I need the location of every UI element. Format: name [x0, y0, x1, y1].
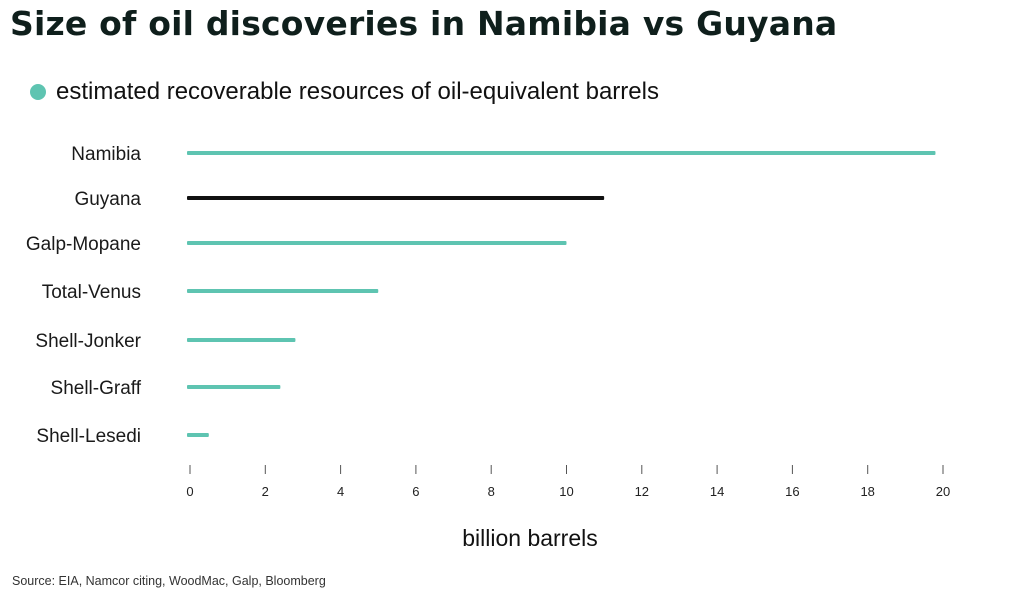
- category-label: Shell-Jonker: [35, 331, 141, 352]
- category-label: Guyana: [74, 189, 141, 210]
- x-tick-label: 16: [785, 484, 799, 499]
- x-tick-label: 8: [488, 484, 495, 499]
- x-axis-label: billion barrels: [462, 525, 598, 551]
- category-label: Namibia: [71, 144, 141, 165]
- legend-marker: [30, 84, 46, 100]
- category-label: Shell-Graff: [51, 378, 142, 399]
- x-tick-label: 12: [635, 484, 649, 499]
- x-tick-label: 10: [559, 484, 573, 499]
- source-note: Source: EIA, Namcor citing, WoodMac, Gal…: [12, 574, 326, 588]
- x-tick-label: 6: [412, 484, 419, 499]
- chart-title: Size of oil discoveries in Namibia vs Gu…: [10, 4, 838, 43]
- bar: [187, 433, 209, 437]
- bar: [187, 241, 567, 245]
- category-label: Galp-Mopane: [26, 234, 141, 255]
- legend-label: estimated recoverable resources of oil-e…: [56, 78, 659, 105]
- x-tick-label: 4: [337, 484, 344, 499]
- x-tick-label: 14: [710, 484, 724, 499]
- category-label: Shell-Lesedi: [36, 426, 141, 447]
- x-tick-label: 2: [262, 484, 269, 499]
- bar: [187, 289, 379, 293]
- bar: [187, 385, 281, 389]
- category-label: Total-Venus: [42, 282, 141, 303]
- legend: estimated recoverable resources of oil-e…: [30, 78, 659, 106]
- x-tick-label: 0: [186, 484, 193, 499]
- bar: [187, 151, 936, 155]
- bar: [187, 196, 605, 200]
- bar: [187, 338, 296, 342]
- x-tick-label: 20: [936, 484, 950, 499]
- x-tick-label: 18: [860, 484, 874, 499]
